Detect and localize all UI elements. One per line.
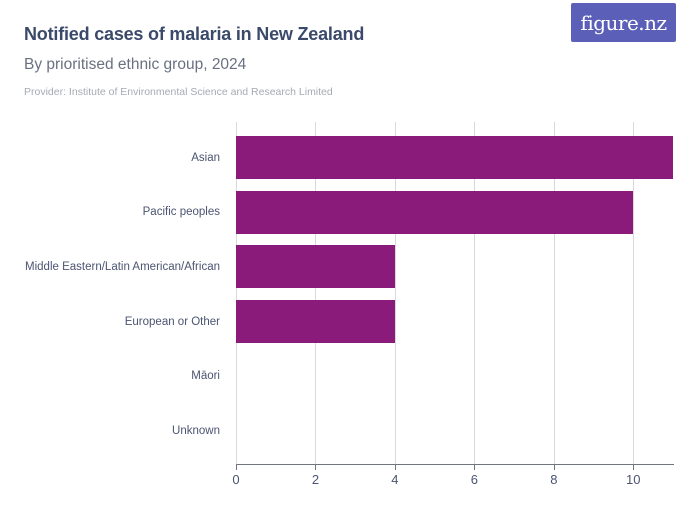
provider-credit: Provider: Institute of Environmental Sci… <box>24 86 333 98</box>
x-tick-label: 4 <box>391 472 399 487</box>
x-tick-label: 2 <box>311 472 320 487</box>
category-label: European or Other <box>124 315 220 328</box>
x-tick-mark <box>315 465 317 470</box>
category-axis: Asian Pacific peoples Middle Eastern/Latin… <box>0 122 228 464</box>
page-title: Notified cases of malaria in New Zealand <box>24 24 365 44</box>
category-label: Māori <box>191 370 220 383</box>
x-tick-mark <box>394 465 396 470</box>
x-tick-mark <box>236 465 237 470</box>
category-label: Middle Eastern/Latin American/African <box>25 260 220 273</box>
x-tick-label: 6 <box>470 472 478 487</box>
category-label: Asian <box>191 151 220 164</box>
gridline-0 <box>236 122 237 464</box>
x-tick-label: 8 <box>550 472 558 487</box>
figure-nz-logo-text: figure.nz <box>580 10 667 35</box>
x-tick-label: 10 <box>626 472 641 487</box>
gridline-2 <box>315 122 317 464</box>
category-label: Pacific peoples <box>142 206 220 219</box>
x-tick-mark <box>633 465 635 470</box>
figure-nz-logo[interactable]: figure.nz <box>571 3 676 42</box>
gridline-4 <box>394 122 396 464</box>
gridline-8 <box>553 122 555 464</box>
x-axis-line <box>236 464 674 465</box>
x-tick-mark <box>553 465 555 470</box>
gridline-6 <box>474 122 476 464</box>
gridline-10 <box>633 122 635 464</box>
bar-middle-eastern-latin-american-african <box>236 245 395 289</box>
x-tick-mark <box>474 465 476 470</box>
x-tick-label: 0 <box>232 472 240 487</box>
page-subtitle: By prioritised ethnic group, 2024 <box>24 56 247 73</box>
bar-pacific-peoples <box>236 190 634 234</box>
bar-asian <box>236 136 673 179</box>
plot-area <box>236 122 673 464</box>
bar-european-or-other <box>236 300 395 344</box>
category-label: Unknown <box>172 425 220 437</box>
